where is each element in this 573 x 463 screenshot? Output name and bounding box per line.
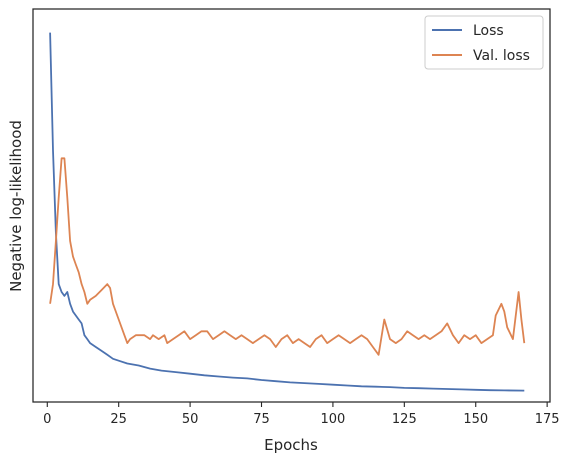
legend-label-val-loss: Val. loss	[473, 48, 530, 64]
x-tick-label: 150	[463, 412, 488, 427]
series-line-loss	[49, 32, 525, 392]
x-tick-label: 75	[253, 412, 270, 427]
x-axis-ticks: 0 25 50 75 100 125 150 175	[43, 402, 560, 427]
x-tick-label: 100	[321, 412, 346, 427]
x-tick-label: 125	[392, 412, 417, 427]
series-line-val-loss	[49, 157, 526, 356]
x-tick-label: 50	[182, 412, 199, 427]
series-lines	[49, 32, 526, 392]
legend-label-loss: Loss	[473, 23, 504, 39]
x-tick-label: 25	[110, 412, 127, 427]
x-tick-label: 0	[43, 412, 51, 427]
y-axis-label: Negative log-likelihood	[7, 120, 25, 292]
x-axis-label: Epochs	[264, 436, 318, 454]
legend: Loss Val. loss	[424, 15, 544, 70]
x-tick-label: 175	[535, 412, 560, 427]
